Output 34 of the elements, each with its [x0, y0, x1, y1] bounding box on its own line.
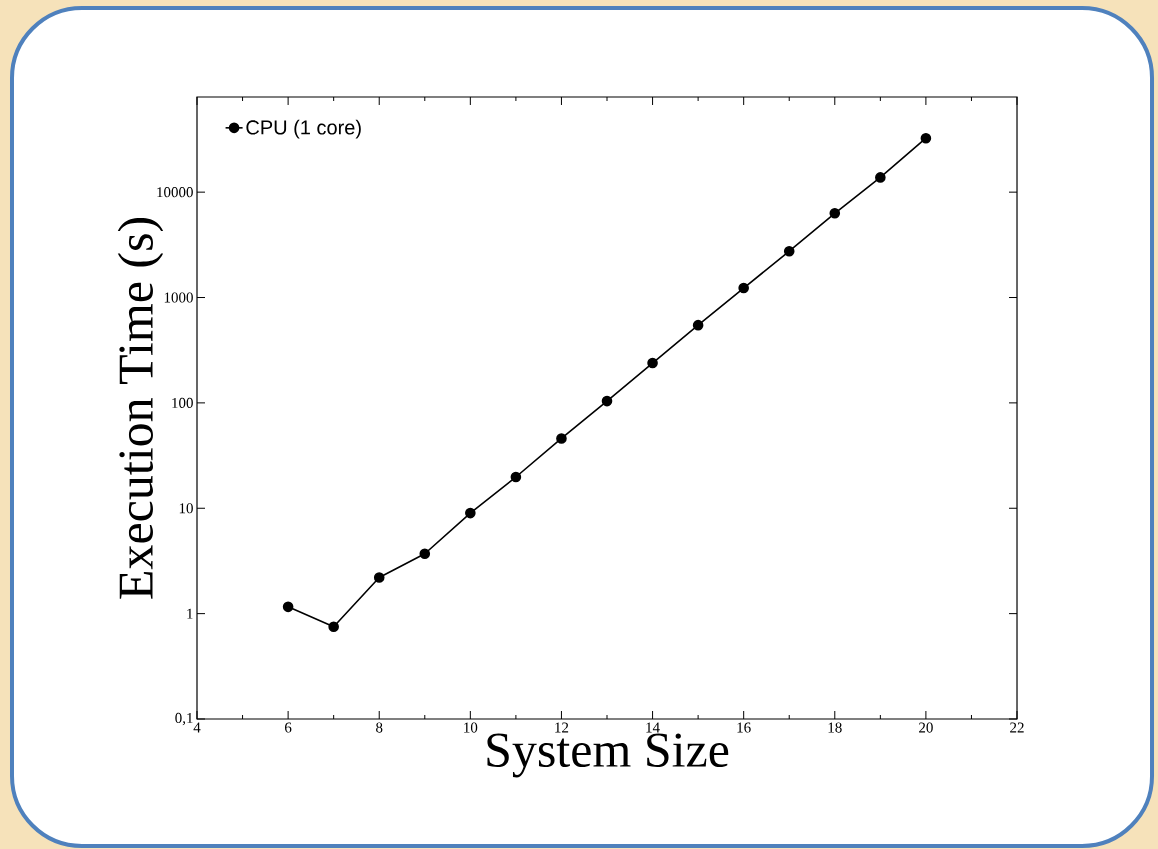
- x-tick-label: 10: [464, 722, 478, 733]
- point: [829, 208, 841, 219]
- x-tick-label: 4: [193, 722, 201, 733]
- y-axis-title: Execution Time (s): [117, 218, 164, 599]
- point: [783, 245, 795, 257]
- x-tick-label: 8: [376, 722, 383, 733]
- x-tick-label: 18: [828, 722, 842, 733]
- point: [738, 282, 749, 294]
- x-tick-label: 12: [555, 722, 569, 733]
- point: [373, 572, 385, 583]
- y-tick-label: 10000: [157, 187, 193, 198]
- y-tick-label: 100: [172, 397, 193, 408]
- x-tick-label: 6: [285, 722, 292, 733]
- x-tick-label: 16: [737, 722, 751, 733]
- point: [692, 319, 704, 331]
- y-tick-label: 1000: [164, 292, 193, 303]
- x-axis-title: System Size: [487, 733, 729, 778]
- point: [920, 132, 932, 144]
- x-tick-label: 14: [646, 722, 660, 733]
- y-tick-label: 0,1: [175, 712, 193, 726]
- legend-label: CPU (1 core): [246, 119, 361, 139]
- x-tick-label: 20: [919, 722, 933, 733]
- point: [510, 471, 522, 483]
- point: [419, 548, 431, 560]
- point: [328, 621, 339, 633]
- y-tick-label: 1: [187, 608, 193, 619]
- point: [556, 433, 567, 444]
- point: [465, 507, 476, 519]
- x-tick-label: 22: [1010, 722, 1024, 733]
- point: [875, 172, 886, 183]
- y-tick-label: 10: [179, 503, 193, 514]
- point: [601, 395, 613, 407]
- point: [647, 357, 658, 369]
- point: [282, 601, 294, 613]
